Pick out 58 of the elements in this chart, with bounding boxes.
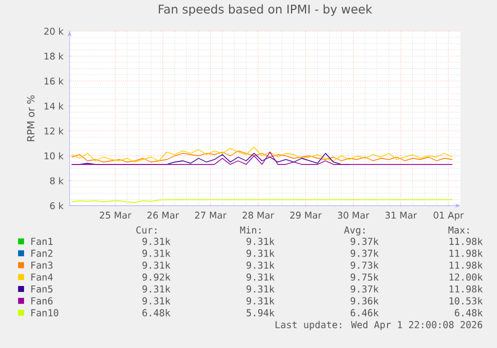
text: 9.36k — [350, 296, 379, 304]
chart-title: Fan speeds based on IPMI - by week — [158, 4, 372, 16]
text: 10.53k — [450, 296, 483, 304]
text: 9.37k — [350, 249, 379, 257]
legend-label: Fan1 — [31, 238, 53, 245]
text: 11.98k — [450, 284, 483, 292]
x-tick-label: 30 Mar — [338, 211, 370, 218]
text: 9.31k — [142, 261, 170, 269]
text: 6.46k — [350, 308, 379, 316]
text: 9.31k — [142, 237, 170, 245]
text: 5.94k — [246, 308, 274, 316]
x-tick-label: 31 Mar — [385, 211, 417, 218]
text: Max: — [448, 226, 469, 234]
text: 9.31k — [246, 237, 274, 245]
text: 9.31k — [246, 296, 274, 304]
x-tick-label: 29 Mar — [290, 211, 322, 218]
y-tick-label: 14 k — [44, 102, 64, 110]
y-tick-label: 16 k — [44, 77, 64, 84]
text: Last update: Wed Apr 1 22:00:08 2026 — [276, 320, 482, 330]
text: 12.00k — [450, 273, 483, 280]
text: Cur: — [136, 226, 156, 234]
x-tick-label: 26 Mar — [147, 211, 179, 218]
y-tick-label: 12 k — [44, 127, 64, 134]
legend-label: Fan2 — [31, 249, 52, 257]
legend-label: Fan3 — [31, 261, 52, 269]
text: 9.31k — [246, 284, 274, 292]
text: Avg: — [344, 226, 365, 236]
y-axis-title: RPM or % — [27, 95, 35, 141]
legend-label: Fan4 — [31, 273, 53, 280]
x-tick-label: 25 Mar — [100, 211, 132, 218]
text: 9.37k — [350, 284, 379, 292]
y-tick-label: 8 k — [50, 176, 64, 184]
legend-label: Fan5 — [31, 285, 52, 292]
text: 9.31k — [142, 296, 170, 304]
text: 9.75k — [350, 273, 379, 280]
text: 9.31k — [142, 249, 170, 257]
text: 6.48k — [454, 308, 483, 316]
x-tick-label: 27 Mar — [195, 211, 227, 218]
text: 11.98k — [450, 237, 483, 245]
y-tick-label: 6 k — [50, 202, 64, 210]
text: 6.48k — [142, 308, 170, 316]
text: 9.31k — [246, 249, 274, 257]
x-tick-label: 28 Mar — [242, 211, 274, 218]
legend-label: Fan10 — [31, 308, 58, 316]
text: 9.37k — [350, 237, 379, 245]
x-tick-label: 01 Apr — [434, 211, 464, 220]
text: 11.98k — [450, 249, 483, 257]
text: 9.31k — [246, 273, 274, 280]
y-tick-label: 20 k — [44, 27, 64, 35]
y-tick-label: 10 k — [44, 152, 64, 160]
text: 9.31k — [246, 261, 274, 269]
legend-label: Fan6 — [31, 297, 53, 304]
text: Min: — [240, 226, 260, 234]
text: 9.73k — [350, 261, 379, 269]
y-tick-label: 18 k — [44, 52, 64, 60]
text: 9.92k — [142, 273, 170, 280]
text: 11.98k — [450, 261, 483, 269]
text: 9.31k — [142, 284, 170, 292]
